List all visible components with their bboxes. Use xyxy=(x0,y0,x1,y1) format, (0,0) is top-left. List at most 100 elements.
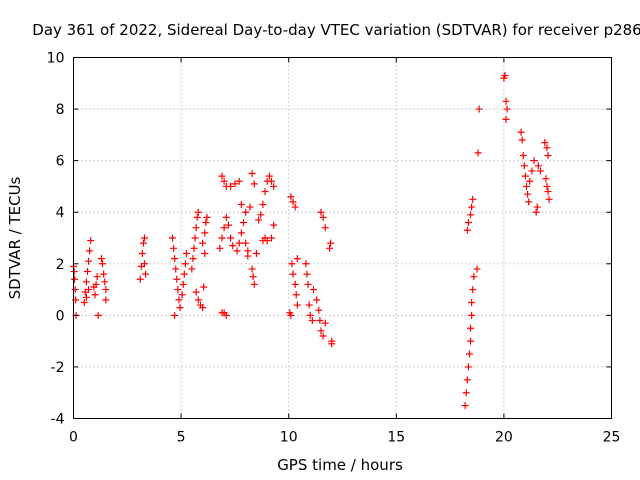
data-point xyxy=(473,265,481,273)
data-point xyxy=(528,167,536,175)
data-points xyxy=(70,72,553,410)
data-point xyxy=(94,311,102,319)
data-point xyxy=(289,198,297,206)
data-point xyxy=(474,149,482,157)
x-axis-label: GPS time / hours xyxy=(277,456,403,474)
data-point xyxy=(261,188,269,196)
data-point xyxy=(248,265,256,273)
data-point xyxy=(218,172,226,180)
data-point xyxy=(545,195,553,203)
data-point xyxy=(178,291,186,299)
data-point xyxy=(189,255,197,263)
data-point xyxy=(526,177,534,185)
data-point xyxy=(246,203,254,211)
data-point xyxy=(462,389,470,397)
data-point xyxy=(86,247,94,255)
data-point xyxy=(70,268,78,276)
data-point xyxy=(194,296,202,304)
data-point xyxy=(235,239,243,247)
data-point xyxy=(267,234,275,242)
data-point xyxy=(257,211,265,219)
data-point xyxy=(170,244,178,252)
data-point xyxy=(293,255,301,263)
data-point xyxy=(201,249,209,257)
y-tick-labels: -4 -2 0 2 4 6 8 10 xyxy=(47,51,65,428)
data-point xyxy=(328,340,336,348)
y-tick-label: 4 xyxy=(56,205,65,221)
data-point xyxy=(534,162,542,170)
data-point xyxy=(227,182,235,190)
data-point xyxy=(270,182,278,190)
data-point xyxy=(200,283,208,291)
y-tick-label: 6 xyxy=(56,154,65,170)
data-point xyxy=(91,291,99,299)
data-point xyxy=(231,180,239,188)
data-point xyxy=(469,195,477,203)
data-point xyxy=(313,296,321,304)
data-point xyxy=(174,286,182,294)
data-point xyxy=(190,244,198,252)
data-point xyxy=(305,301,313,309)
data-point xyxy=(503,105,511,113)
data-point xyxy=(242,208,250,216)
data-point xyxy=(287,193,295,201)
data-point xyxy=(317,208,325,216)
data-point xyxy=(141,260,149,268)
data-point xyxy=(171,311,179,319)
data-point xyxy=(216,244,224,252)
data-point xyxy=(544,188,552,196)
grid-lines xyxy=(73,57,612,419)
y-tick-label: -4 xyxy=(51,412,65,428)
y-tick-label: 10 xyxy=(47,51,65,67)
data-point xyxy=(172,265,180,273)
chart-title: Day 361 of 2022, Sidereal Day-to-day VTE… xyxy=(32,21,640,39)
data-point xyxy=(250,280,258,288)
y-tick-label: 8 xyxy=(56,102,65,118)
data-point xyxy=(97,255,105,263)
x-tick-labels: 0 5 10 15 20 25 xyxy=(69,430,620,446)
plot-frame xyxy=(73,57,612,419)
data-point xyxy=(199,239,207,247)
data-point xyxy=(306,311,314,319)
data-point xyxy=(291,280,299,288)
data-point xyxy=(315,306,323,314)
data-point xyxy=(173,275,181,283)
data-point xyxy=(289,270,297,278)
data-point xyxy=(267,177,275,185)
data-point xyxy=(265,172,273,180)
data-point xyxy=(255,216,263,224)
data-point xyxy=(220,177,228,185)
data-point xyxy=(536,167,544,175)
y-axis-label: SDTVAR / TECUs xyxy=(6,176,24,299)
y-tick-label: -2 xyxy=(51,360,65,376)
data-point xyxy=(100,270,108,278)
x-tick-label: 25 xyxy=(603,430,621,446)
x-tick-label: 0 xyxy=(69,430,78,446)
data-point xyxy=(521,172,529,180)
data-point xyxy=(292,291,300,299)
x-tick-label: 20 xyxy=(495,430,513,446)
data-point xyxy=(244,252,252,260)
axis-ticks xyxy=(73,57,612,419)
data-point xyxy=(175,296,183,304)
data-point xyxy=(543,144,551,152)
data-point xyxy=(464,219,472,227)
data-point xyxy=(220,224,228,232)
x-tick-label: 5 xyxy=(177,430,186,446)
data-point xyxy=(293,301,301,309)
data-point xyxy=(218,234,226,242)
data-point xyxy=(141,234,149,242)
data-point xyxy=(519,151,527,159)
data-point xyxy=(142,270,150,278)
data-point xyxy=(502,115,510,123)
data-point xyxy=(181,260,189,268)
data-point xyxy=(468,203,476,211)
data-point xyxy=(530,157,538,165)
data-point xyxy=(467,324,475,332)
data-point xyxy=(321,224,329,232)
data-point xyxy=(317,327,325,335)
x-tick-label: 10 xyxy=(280,430,298,446)
data-point xyxy=(80,298,88,306)
data-point xyxy=(249,273,257,281)
data-point xyxy=(533,203,541,211)
